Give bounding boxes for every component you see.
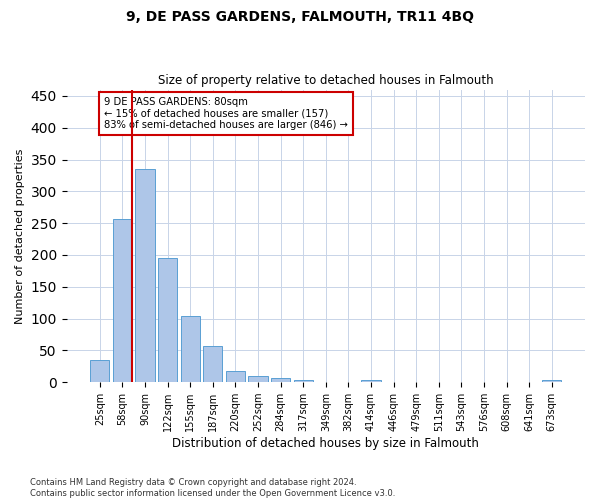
Text: 9, DE PASS GARDENS, FALMOUTH, TR11 4BQ: 9, DE PASS GARDENS, FALMOUTH, TR11 4BQ xyxy=(126,10,474,24)
Bar xyxy=(293,380,313,382)
Title: Size of property relative to detached houses in Falmouth: Size of property relative to detached ho… xyxy=(158,74,494,87)
Text: Contains HM Land Registry data © Crown copyright and database right 2024.
Contai: Contains HM Land Registry data © Crown c… xyxy=(30,478,395,498)
Bar xyxy=(158,258,177,382)
Bar xyxy=(542,380,562,382)
Bar xyxy=(271,378,290,382)
Bar xyxy=(181,316,200,382)
Bar xyxy=(136,169,155,382)
Bar xyxy=(203,346,223,382)
X-axis label: Distribution of detached houses by size in Falmouth: Distribution of detached houses by size … xyxy=(172,437,479,450)
Y-axis label: Number of detached properties: Number of detached properties xyxy=(15,148,25,324)
Bar xyxy=(113,220,132,382)
Bar xyxy=(226,372,245,382)
Text: 9 DE PASS GARDENS: 80sqm
← 15% of detached houses are smaller (157)
83% of semi-: 9 DE PASS GARDENS: 80sqm ← 15% of detach… xyxy=(104,97,348,130)
Bar xyxy=(90,360,109,382)
Bar xyxy=(248,376,268,382)
Bar xyxy=(361,380,380,382)
